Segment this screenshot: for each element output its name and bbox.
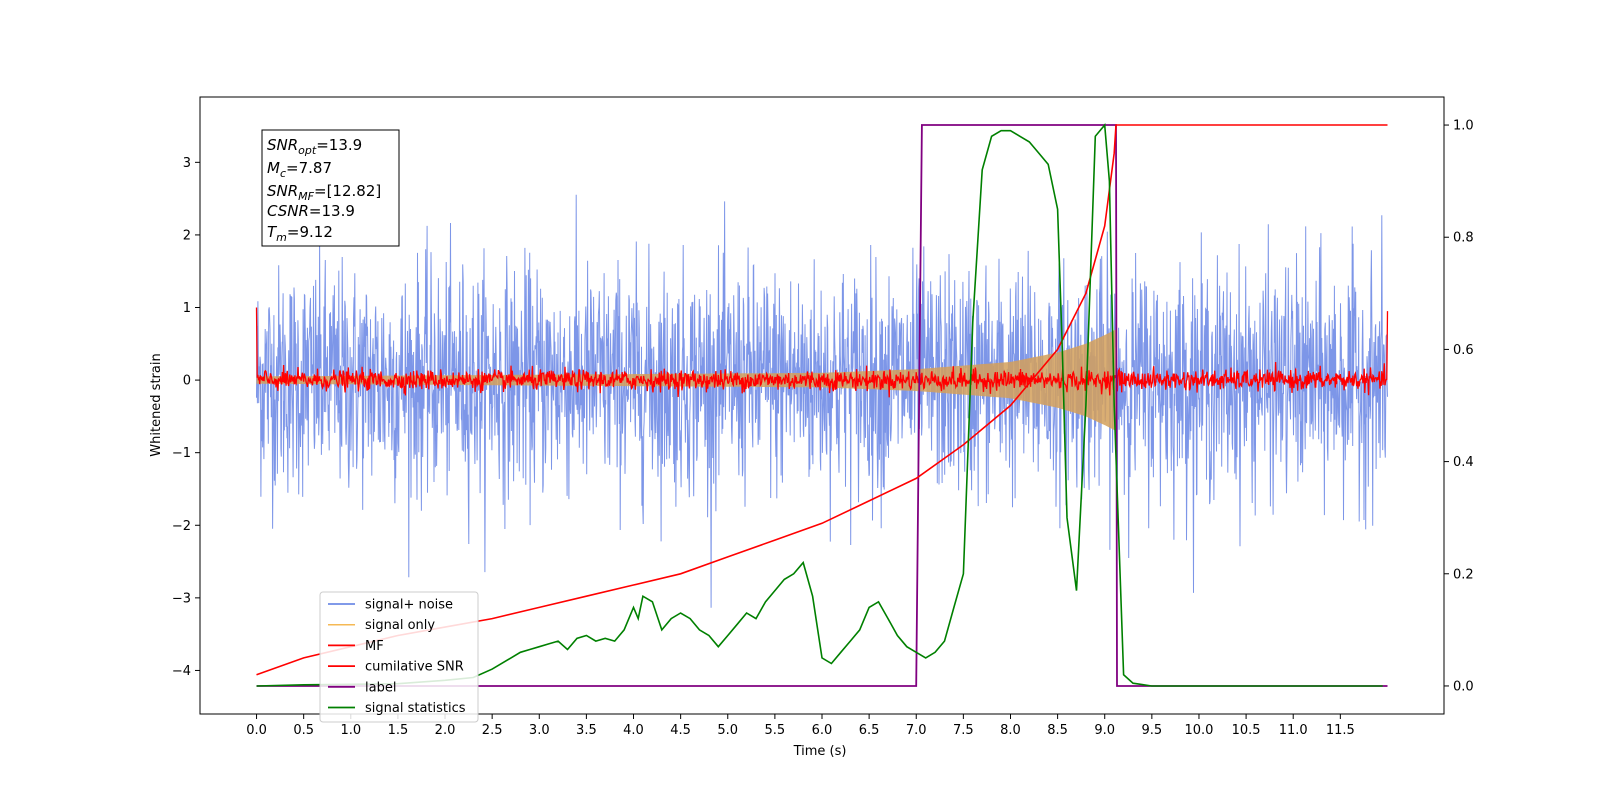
y-tick-label: −2 bbox=[172, 519, 191, 534]
x-tick-label: 8.0 bbox=[1000, 723, 1021, 738]
x-tick-label: 1.5 bbox=[388, 723, 409, 738]
x-tick-label: 9.0 bbox=[1094, 723, 1115, 738]
legend-label: cumilative SNR bbox=[365, 660, 464, 675]
x-tick-label: 10.5 bbox=[1232, 723, 1261, 738]
y-tick-label: 2 bbox=[183, 228, 191, 243]
x-tick-label: 7.5 bbox=[953, 723, 974, 738]
y-tick-label: −1 bbox=[172, 446, 191, 461]
x-tick-label: 11.0 bbox=[1279, 723, 1308, 738]
x-tick-label: 4.5 bbox=[670, 723, 691, 738]
x-tick-label: 3.0 bbox=[529, 723, 550, 738]
series-signal-noise-line bbox=[256, 194, 1388, 608]
legend-label: label bbox=[365, 680, 396, 695]
y2-tick-label: 0.6 bbox=[1453, 343, 1474, 358]
y2-tick-label: 1.0 bbox=[1453, 119, 1474, 134]
legend-label: MF bbox=[365, 639, 384, 654]
x-axis-label: Time (s) bbox=[793, 744, 847, 759]
info-csnr: CSNR=13.9 bbox=[267, 202, 355, 220]
x-axis: 0.0 0.5 1.0 1.5 2.0 2.5 3.0 3.5 4.0 4.5 5.0 5.5 6.0 6… bbox=[246, 714, 1355, 738]
y-tick-label: −4 bbox=[172, 664, 191, 679]
legend-label: signal only bbox=[365, 618, 435, 633]
series-mf-line bbox=[255, 307, 1389, 398]
legend-label: signal statistics bbox=[365, 701, 466, 716]
y-tick-label: 1 bbox=[183, 301, 191, 316]
y2-tick-label: 0.0 bbox=[1453, 679, 1474, 694]
x-tick-label: 2.0 bbox=[435, 723, 456, 738]
x-tick-label: 0.5 bbox=[293, 723, 314, 738]
info-box: SNRopt=13.9 Mc=7.87 SNRMF=[12.82] CSNR=1… bbox=[261, 129, 400, 247]
y2-tick-label: 0.8 bbox=[1453, 231, 1474, 246]
x-tick-label: 3.5 bbox=[576, 723, 597, 738]
y-axis-label: Whitened strain bbox=[149, 353, 164, 456]
info-tm: Tm=9.12 bbox=[267, 223, 333, 244]
legend: signal+ noise signal only MF cumilative SNR… bbox=[319, 591, 479, 723]
info-snr-opt: SNRopt=13.9 bbox=[267, 136, 362, 157]
y-axis-left: 3 2 1 0 −1 −2 −3 −4 bbox=[172, 156, 200, 679]
x-tick-label: 6.0 bbox=[812, 723, 833, 738]
x-tick-label: 10.0 bbox=[1184, 723, 1213, 738]
x-tick-label: 2.5 bbox=[482, 723, 503, 738]
x-tick-label: 5.0 bbox=[717, 723, 738, 738]
y-axis-right: 1.0 0.8 0.6 0.4 0.2 0.0 bbox=[1444, 119, 1474, 694]
y-tick-label: 0 bbox=[183, 374, 191, 389]
x-tick-label: 11.5 bbox=[1326, 723, 1355, 738]
series-signal-statistics-line bbox=[256, 122, 1383, 687]
legend-label: signal+ noise bbox=[365, 598, 453, 613]
x-tick-label: 0.0 bbox=[246, 723, 267, 738]
x-tick-label: 1.0 bbox=[340, 723, 361, 738]
x-tick-label: 9.5 bbox=[1142, 723, 1163, 738]
y2-tick-label: 0.2 bbox=[1453, 567, 1474, 582]
info-mc: Mc=7.87 bbox=[267, 159, 332, 180]
y-tick-label: −3 bbox=[172, 591, 191, 606]
x-tick-label: 8.5 bbox=[1047, 723, 1068, 738]
x-tick-label: 5.5 bbox=[765, 723, 786, 738]
y-tick-label: 3 bbox=[183, 156, 191, 171]
x-tick-label: 7.0 bbox=[906, 723, 927, 738]
x-tick-label: 4.0 bbox=[623, 723, 644, 738]
y2-tick-label: 0.4 bbox=[1453, 455, 1474, 470]
x-tick-label: 6.5 bbox=[859, 723, 880, 738]
info-snr-mf: SNRMF=[12.82] bbox=[267, 182, 381, 203]
